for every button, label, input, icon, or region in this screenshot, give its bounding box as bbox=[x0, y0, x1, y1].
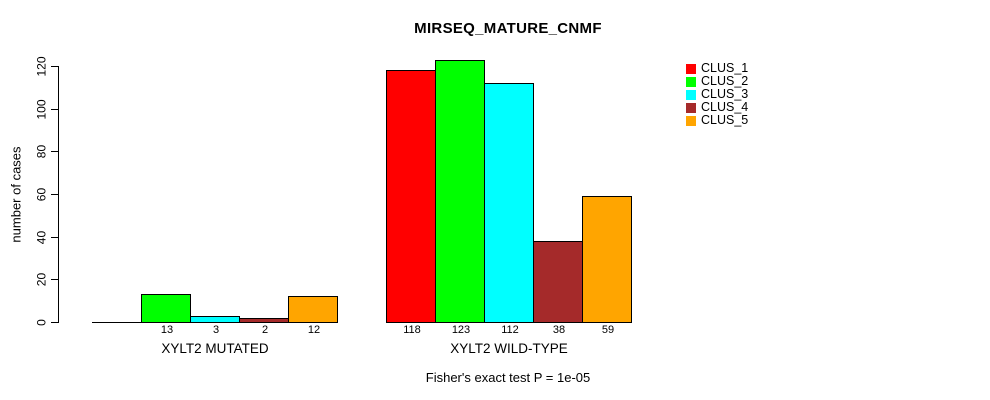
legend-item-clus_3: CLUS_3 bbox=[686, 88, 748, 101]
chart-title: MIRSEQ_MATURE_CNMF bbox=[414, 20, 602, 37]
legend-label: CLUS_2 bbox=[701, 74, 749, 88]
legend-swatch-clus_2 bbox=[686, 76, 696, 87]
bar-clus_2-group2 bbox=[435, 60, 485, 323]
y-tick-label: 100 bbox=[34, 99, 49, 120]
legend-label: CLUS_5 bbox=[701, 113, 749, 127]
y-tick-mark bbox=[51, 66, 58, 67]
bar-clus_5-group2 bbox=[582, 196, 632, 323]
y-tick-mark bbox=[51, 279, 58, 280]
y-tick-mark bbox=[51, 194, 58, 195]
legend-item-clus_4: CLUS_4 bbox=[686, 101, 748, 114]
legend-swatch-clus_3 bbox=[686, 89, 696, 100]
y-tick-mark bbox=[51, 109, 58, 110]
fisher-test-caption: Fisher's exact test P = 1e-05 bbox=[425, 370, 591, 385]
bar-clus_4-group2 bbox=[533, 241, 583, 323]
bar-clus_2-group1 bbox=[141, 294, 191, 323]
y-tick-mark bbox=[51, 151, 58, 152]
legend-item-clus_5: CLUS_5 bbox=[686, 114, 748, 127]
x-axis-group-label: XYLT2 MUTATED bbox=[161, 341, 269, 356]
y-tick-label: 120 bbox=[34, 56, 49, 77]
y-tick-label: 20 bbox=[34, 272, 49, 287]
bar-clus_3-group2 bbox=[484, 83, 534, 323]
y-tick-mark bbox=[51, 237, 58, 238]
legend-swatch-clus_4 bbox=[686, 102, 696, 113]
bar-value-label: 59 bbox=[601, 324, 615, 336]
y-tick-mark bbox=[51, 322, 58, 323]
bar-value-label: 38 bbox=[552, 324, 566, 336]
legend-swatch-clus_1 bbox=[686, 63, 696, 74]
bar-value-label: 118 bbox=[403, 324, 421, 336]
y-axis-title: number of cases bbox=[8, 146, 24, 243]
x-axis-group-label: XYLT2 WILD-TYPE bbox=[450, 341, 568, 356]
bar-value-label: 2 bbox=[261, 324, 269, 336]
legend-swatch-clus_5 bbox=[686, 115, 696, 126]
y-tick-label: 0 bbox=[34, 319, 49, 326]
y-axis-line bbox=[58, 66, 59, 323]
bar-clus_5-group1 bbox=[288, 296, 338, 323]
bar-value-label: 123 bbox=[451, 324, 471, 336]
legend: CLUS_1 CLUS_2 CLUS_3 CLUS_4 CLUS_5 bbox=[686, 62, 748, 127]
bar-value-label: 3 bbox=[212, 324, 220, 336]
bar-value-label: 12 bbox=[307, 324, 321, 336]
y-tick-label: 60 bbox=[34, 187, 49, 202]
legend-label: CLUS_4 bbox=[701, 100, 749, 114]
bar-value-label: 13 bbox=[160, 324, 174, 336]
bar-clus_3-group1 bbox=[190, 316, 240, 323]
legend-item-clus_2: CLUS_2 bbox=[686, 75, 748, 88]
legend-label: CLUS_3 bbox=[701, 87, 749, 101]
bar-clus_1-group2 bbox=[386, 70, 436, 323]
legend-label: CLUS_1 bbox=[701, 61, 749, 75]
y-tick-label: 40 bbox=[34, 230, 49, 245]
y-tick-label: 80 bbox=[34, 144, 49, 159]
bar-clus_4-group1 bbox=[239, 318, 289, 323]
legend-item-clus_1: CLUS_1 bbox=[686, 62, 748, 75]
bar-value-label: 112 bbox=[501, 324, 519, 336]
